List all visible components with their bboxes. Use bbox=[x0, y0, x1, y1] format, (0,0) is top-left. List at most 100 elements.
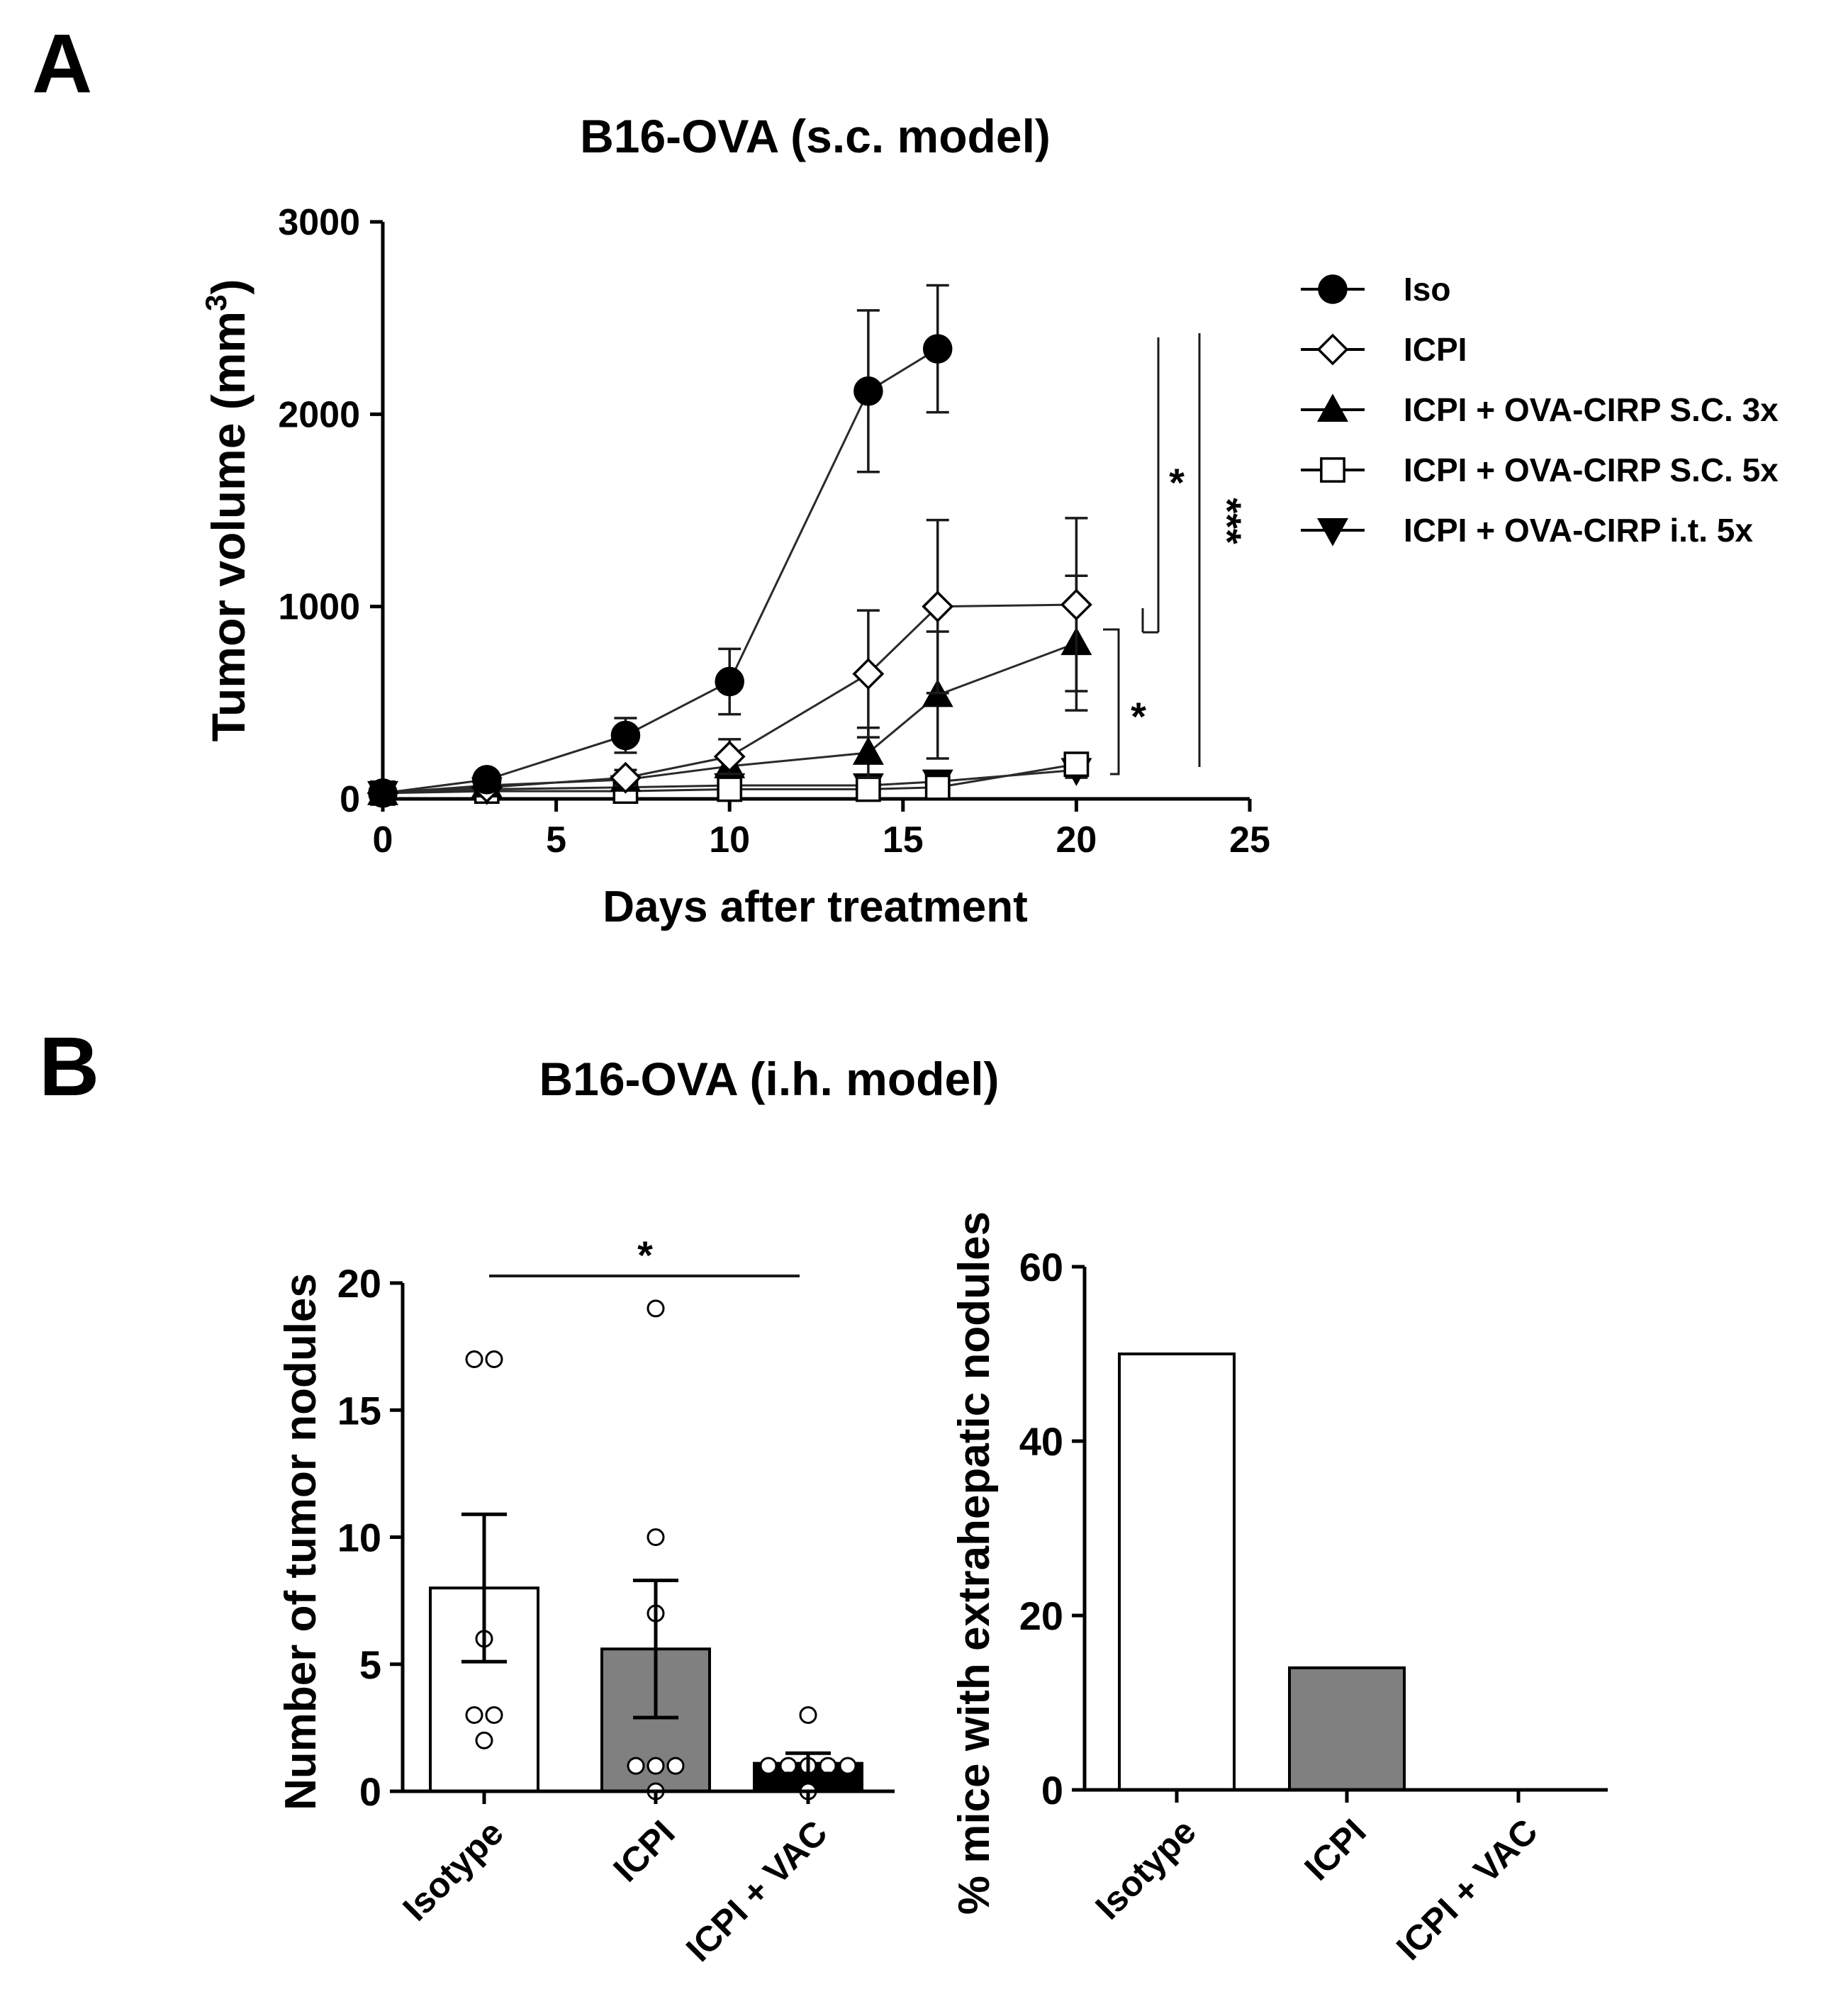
x-tick-label-icpi: ICPI bbox=[605, 1813, 682, 1889]
sig-stars-iso-vs-it: *** bbox=[1205, 498, 1250, 544]
legend-item-iso: Iso bbox=[1301, 271, 1450, 308]
panel-b1-bars bbox=[429, 1586, 863, 1793]
data-point-isotype bbox=[485, 1706, 503, 1724]
panel-b1-error-bars bbox=[461, 1512, 831, 1776]
panel-b-title: B16-OVA (i.h. model) bbox=[539, 1053, 999, 1105]
panel-a-title: B16-OVA (s.c. model) bbox=[580, 110, 1051, 162]
data-point-isotype bbox=[485, 1350, 503, 1369]
data-point-icpi bbox=[666, 1757, 685, 1775]
legend-marker-icpi bbox=[1316, 333, 1349, 366]
legend-label: ICPI + OVA-CIRP S.C. 3x bbox=[1404, 391, 1779, 428]
series-line-iso bbox=[382, 347, 939, 795]
data-point-icpi bbox=[627, 1757, 645, 1775]
panel-b2-ticks bbox=[1072, 1265, 1521, 1803]
x-tick-label-icpi: ICPI bbox=[1297, 1811, 1373, 1888]
panel-b1-ticks bbox=[390, 1281, 810, 1804]
panel-a-y-tick-label: 2000 bbox=[278, 394, 360, 435]
x-tick-label-isotype: Isotype bbox=[395, 1813, 510, 1928]
data-point-iso bbox=[922, 334, 953, 364]
data-point-icpi-vac bbox=[839, 1757, 857, 1775]
data-point-icpi bbox=[610, 761, 642, 794]
panel-a-legend: Iso ICPI ICPI + OVA-CIRP S.C. 3x ICPI + OVA… bbox=[1301, 271, 1779, 549]
data-point-icpi bbox=[922, 590, 954, 623]
panel-a-y-axis-label-superscript: 3 bbox=[199, 295, 233, 311]
panel-a-x-axis-label: Days after treatment bbox=[603, 883, 1028, 931]
legend-label: ICPI + OVA-CIRP i.t. 5x bbox=[1404, 512, 1753, 549]
data-point-icpi bbox=[646, 1528, 665, 1546]
data-point-icpi-vac bbox=[779, 1757, 797, 1775]
b1-y-tick-label: 5 bbox=[359, 1642, 381, 1687]
panel-a-x-tick-label: 5 bbox=[546, 819, 566, 861]
panel-b2-tick-labels: 0 20 40 60 Isotype ICPI ICPI + VAC bbox=[1019, 1245, 1545, 1968]
panel-b1-y-axis-label: Number of tumor nodules bbox=[276, 1273, 325, 1810]
data-point-icpi-vac bbox=[819, 1757, 837, 1775]
data-point-isotype bbox=[475, 1731, 493, 1749]
sig-star-iso-vs-icpi: * bbox=[1169, 460, 1185, 505]
sig-star-icpi-vs-treated: * bbox=[1131, 694, 1146, 739]
panel-a-x-tick-label: 25 bbox=[1229, 819, 1270, 861]
legend-marker-icpi-ova-cirp-s-c-5x bbox=[1320, 457, 1345, 483]
b2-y-tick-label: 40 bbox=[1019, 1419, 1063, 1464]
legend-item-icpi: ICPI bbox=[1301, 331, 1467, 368]
legend-marker-icpi-ova-cirp-i-t-5x bbox=[1317, 518, 1348, 547]
b1-y-tick-label: 20 bbox=[337, 1261, 381, 1306]
data-point-icpi bbox=[646, 1299, 665, 1318]
data-point-isotype bbox=[465, 1706, 483, 1724]
data-point-icpi bbox=[1060, 588, 1092, 621]
legend-label: ICPI + OVA-CIRP S.C. 5x bbox=[1404, 452, 1779, 488]
b2-y-tick-label: 60 bbox=[1019, 1245, 1063, 1289]
b1-y-tick-label: 0 bbox=[359, 1769, 381, 1814]
data-point-icpi-vac bbox=[799, 1706, 817, 1724]
panel-a-y-axis-label-main: Tumor volume (mm bbox=[202, 311, 254, 742]
panel-b1-points bbox=[465, 1299, 857, 1801]
panel-a-x-tick-label: 0 bbox=[373, 819, 393, 861]
panel-a-y-tick-label: 3000 bbox=[278, 202, 360, 243]
panel-a-significance: * * *** bbox=[1103, 333, 1250, 775]
data-point-icpi-ova-cirp-s-c-5x bbox=[924, 774, 951, 800]
panel-a-x-tick-label: 20 bbox=[1056, 819, 1097, 861]
sig-bracket-icpi-vs-treated bbox=[1103, 628, 1120, 775]
legend-item-icpi-ova-cirp-s-c-3x: ICPI + OVA-CIRP S.C. 3x bbox=[1301, 391, 1779, 428]
data-point-iso bbox=[610, 720, 641, 751]
error-bar-icpi-vac bbox=[785, 1751, 831, 1776]
data-point-iso bbox=[472, 765, 502, 795]
b1-y-tick-label: 10 bbox=[337, 1516, 381, 1560]
data-point-isotype bbox=[465, 1350, 483, 1369]
data-point-iso bbox=[368, 778, 398, 808]
data-point-iso bbox=[715, 666, 744, 697]
b2-y-tick-label: 0 bbox=[1041, 1768, 1063, 1813]
data-point-icpi bbox=[852, 658, 885, 690]
legend-label: Iso bbox=[1404, 271, 1450, 308]
x-tick-label-icpi-vac: ICPI + VAC bbox=[1389, 1811, 1545, 1968]
x-tick-label-isotype: Isotype bbox=[1087, 1811, 1203, 1927]
panel-b-letter: B bbox=[39, 1020, 99, 1114]
data-point-icpi-ova-cirp-s-c-5x bbox=[717, 776, 743, 802]
panel-a-x-tick-label: 10 bbox=[709, 819, 750, 861]
data-point-icpi-vac bbox=[759, 1757, 778, 1775]
panel-a-tick-labels: 0 5 10 15 20 25 0 1000 2000 3000 bbox=[278, 202, 1270, 861]
data-point-icpi-ova-cirp-s-c-5x bbox=[855, 776, 881, 802]
sig-bracket-iso-vs-icpi bbox=[1141, 337, 1160, 634]
data-point-icpi bbox=[713, 740, 746, 773]
legend-item-icpi-ova-cirp-i-t-5x: ICPI + OVA-CIRP i.t. 5x bbox=[1301, 512, 1753, 549]
panel-b2-bars bbox=[1118, 1353, 1406, 1792]
data-point-icpi-ova-cirp-s-c-3x bbox=[852, 737, 884, 765]
error-bar-icpi bbox=[633, 1578, 678, 1720]
panel-b2-y-axis-label: % mice with extrahepatic nodules bbox=[950, 1211, 999, 1915]
panel-a-x-tick-label: 15 bbox=[883, 819, 924, 861]
bar-icpi bbox=[1288, 1666, 1406, 1792]
error-bar-isotype bbox=[461, 1512, 507, 1664]
data-point-iso bbox=[853, 376, 883, 406]
data-point-icpi bbox=[646, 1757, 665, 1775]
b2-y-tick-label: 20 bbox=[1019, 1594, 1063, 1638]
panel-a-y-axis-label: Tumor volume (mm3) bbox=[199, 279, 254, 742]
legend-marker-icpi-ova-cirp-s-c-3x bbox=[1317, 393, 1348, 422]
panel-a-series bbox=[366, 284, 1092, 810]
b1-y-tick-label: 15 bbox=[337, 1388, 381, 1433]
legend-label: ICPI bbox=[1404, 331, 1467, 368]
legend-item-icpi-ova-cirp-s-c-5x: ICPI + OVA-CIRP S.C. 5x bbox=[1301, 452, 1779, 488]
x-tick-label-icpi-vac: ICPI + VAC bbox=[678, 1813, 835, 1969]
panel-a-y-tick-label: 0 bbox=[340, 779, 360, 820]
